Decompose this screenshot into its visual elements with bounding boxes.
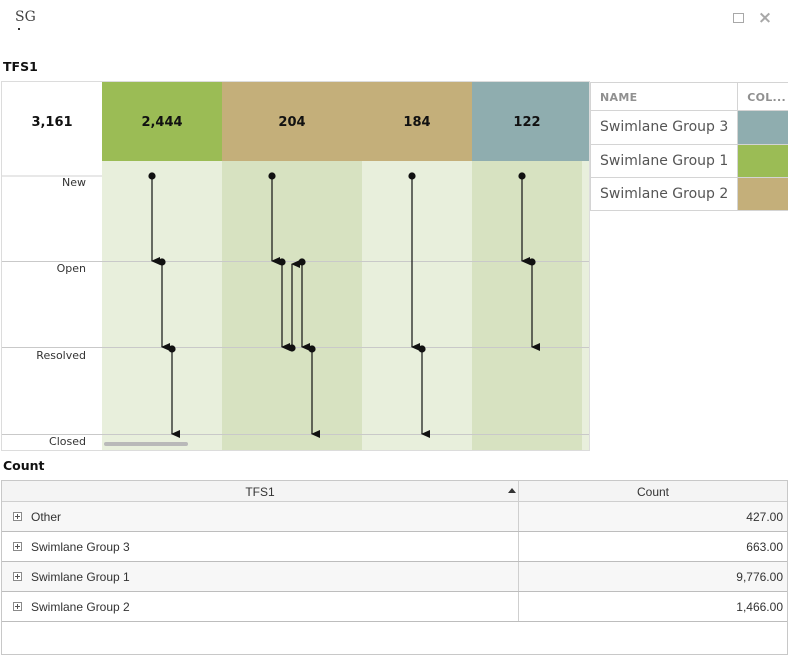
table-row[interactable]: Swimlane Group 3 663.00 [2, 532, 787, 562]
row-name: Swimlane Group 3 [31, 540, 130, 554]
row-count: 663.00 [746, 540, 783, 554]
group-count-3: 184 [403, 115, 430, 130]
row-name-cell: Swimlane Group 2 [2, 592, 519, 621]
flow-scrollbar-thumb[interactable] [104, 442, 188, 446]
title-dot [18, 28, 20, 30]
sort-ascending-icon[interactable] [508, 488, 516, 493]
group-header-1[interactable] [102, 82, 222, 161]
expand-icon[interactable] [13, 602, 22, 611]
legend-swatch [738, 111, 788, 144]
transition-dot [518, 172, 526, 180]
column-header-label: TFS1 [245, 485, 275, 499]
row-name: Swimlane Group 1 [31, 570, 130, 584]
flow-chart-svg: 3,161 2,444 204 184 122 New Open Resolve… [2, 82, 590, 450]
legend-row[interactable]: Swimlane Group 1 [591, 144, 788, 178]
total-cell [2, 82, 102, 176]
row-name: Other [31, 510, 62, 524]
column-header-count[interactable]: Count [636, 485, 670, 499]
count-grid-title: Count [3, 458, 45, 473]
row-count: 427.00 [746, 510, 783, 524]
transition-dot [418, 345, 426, 353]
group-header-2[interactable] [222, 82, 472, 161]
table-row[interactable]: Swimlane Group 1 9,776.00 [2, 562, 787, 592]
transition-dot [298, 258, 306, 266]
flow-total: 3,161 [31, 115, 72, 130]
row-name-cell: Swimlane Group 3 [2, 532, 519, 561]
row-name-cell: Other [2, 502, 519, 531]
flow-chart-title: TFS1 [3, 59, 38, 74]
legend-swatch [738, 178, 788, 210]
maximize-icon [733, 13, 744, 23]
row-name: Swimlane Group 2 [31, 600, 130, 614]
expand-icon[interactable] [13, 542, 22, 551]
expand-icon[interactable] [13, 572, 22, 581]
legend-name: Swimlane Group 2 [591, 178, 739, 210]
transition-dot [268, 172, 276, 180]
group-count-2: 204 [278, 115, 305, 130]
legend-table: NAME COL... Swimlane Group 3 Swimlane Gr… [590, 82, 788, 211]
row-count: 9,776.00 [736, 570, 783, 584]
legend-header: NAME COL... [591, 83, 788, 111]
state-label-open: Open [57, 262, 86, 275]
table-row[interactable]: Other 427.00 [2, 502, 787, 532]
transition-dot [308, 345, 316, 353]
row-name-cell: Swimlane Group 1 [2, 562, 519, 591]
close-icon: × [757, 8, 773, 28]
lane-overflow [582, 161, 589, 450]
legend-name: Swimlane Group 3 [591, 111, 739, 144]
grid-header: TFS1 Count [2, 481, 787, 502]
lane-group-3 [472, 161, 582, 450]
transition-dot [528, 258, 536, 266]
legend-header-color[interactable]: COL... [747, 91, 786, 104]
expand-icon[interactable] [13, 512, 22, 521]
count-grid: TFS1 Count Other 427.00 Swimlane Group 3… [1, 480, 788, 655]
legend-swatch [738, 144, 788, 177]
transition-dot [158, 258, 166, 266]
state-label-closed: Closed [49, 435, 86, 448]
transition-dot [288, 344, 296, 352]
grid-body: Other 427.00 Swimlane Group 3 663.00 Swi… [2, 502, 787, 622]
group-count-4: 122 [513, 115, 540, 130]
window-title: SG [15, 9, 36, 25]
lane-group-2b [362, 161, 472, 450]
maximize-button[interactable] [731, 10, 747, 26]
transition-dot [148, 172, 156, 180]
state-label-resolved: Resolved [36, 349, 86, 362]
state-label-new: New [62, 176, 86, 189]
legend-row[interactable]: Swimlane Group 3 [591, 111, 788, 145]
legend-name: Swimlane Group 1 [591, 144, 739, 177]
transition-dot [168, 345, 176, 353]
group-count-1: 2,444 [141, 115, 182, 130]
column-header-tfs1[interactable]: TFS1 [2, 481, 519, 501]
transition-dot [408, 172, 416, 180]
group-header-3[interactable] [472, 82, 590, 161]
row-count: 1,466.00 [736, 600, 783, 614]
flow-chart: 3,161 2,444 204 184 122 New Open Resolve… [1, 81, 590, 451]
legend-header-name[interactable]: NAME [591, 83, 739, 110]
close-button[interactable]: × [757, 8, 773, 28]
table-row[interactable]: Swimlane Group 2 1,466.00 [2, 592, 787, 622]
legend-row[interactable]: Swimlane Group 2 [591, 178, 788, 210]
transition-dot [278, 258, 286, 266]
